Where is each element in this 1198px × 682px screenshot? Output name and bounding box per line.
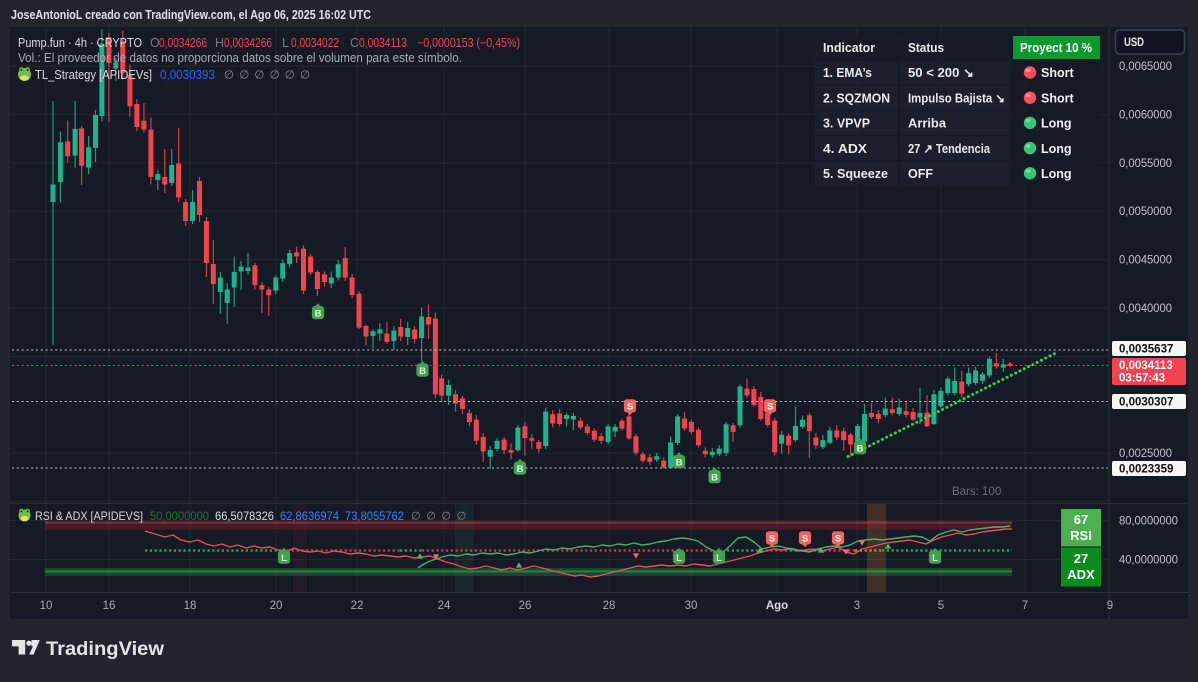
svg-text:RSI & ADX [APIDEVS]: RSI & ADX [APIDEVS] — [35, 509, 143, 523]
svg-text:Ago: Ago — [766, 600, 788, 612]
svg-text:B: B — [676, 457, 683, 468]
svg-text:∅: ∅ — [457, 511, 467, 523]
svg-text:66,5078326: 66,5078326 — [215, 509, 274, 523]
svg-text:0,0060000: 0,0060000 — [1119, 109, 1172, 121]
svg-text:B: B — [419, 366, 426, 377]
svg-text:RSI: RSI — [1070, 528, 1092, 543]
svg-text:0,0065000: 0,0065000 — [1119, 61, 1172, 73]
svg-text:C: C — [350, 36, 359, 50]
svg-text:62,8636974: 62,8636974 — [280, 509, 339, 523]
svg-text:28: 28 — [603, 600, 616, 612]
svg-text:0,0034113: 0,0034113 — [1119, 360, 1173, 372]
svg-text:0,0040000: 0,0040000 — [1119, 303, 1172, 315]
svg-text:3. VPVP: 3. VPVP — [823, 117, 870, 131]
svg-text:0,0035637: 0,0035637 — [1119, 344, 1173, 356]
svg-text:03:57:43: 03:57:43 — [1119, 373, 1165, 385]
svg-text:5: 5 — [938, 600, 944, 612]
svg-text:Short: Short — [1041, 66, 1074, 80]
svg-text:∅: ∅ — [441, 511, 451, 523]
svg-text:24: 24 — [438, 600, 451, 612]
svg-text:S: S — [769, 533, 775, 544]
svg-text:0,0050000: 0,0050000 — [1119, 206, 1172, 218]
svg-text:0,0030393: 0,0030393 — [160, 68, 215, 82]
svg-text:∅: ∅ — [426, 511, 436, 523]
svg-text:9: 9 — [1107, 600, 1113, 612]
svg-text:26: 26 — [519, 600, 532, 612]
svg-text:L: L — [282, 36, 289, 50]
svg-text:7: 7 — [1022, 600, 1028, 612]
svg-text:B: B — [517, 464, 524, 475]
svg-text:∅: ∅ — [239, 70, 249, 82]
svg-text:Long: Long — [1041, 142, 1072, 156]
svg-text:0,0055000: 0,0055000 — [1119, 158, 1172, 170]
svg-text:0,0023359: 0,0023359 — [1119, 464, 1173, 476]
svg-text:0,0030307: 0,0030307 — [1119, 397, 1173, 409]
svg-text:Status: Status — [908, 40, 944, 55]
svg-text:OFF: OFF — [908, 167, 933, 181]
svg-text:1. EMA’s: 1. EMA’s — [823, 66, 872, 80]
svg-text:Indicator: Indicator — [823, 40, 875, 55]
svg-text:27 ↗ Tendencia: 27 ↗ Tendencia — [908, 142, 991, 156]
svg-text:5. Squeeze: 5. Squeeze — [823, 167, 888, 181]
svg-text:TradingView: TradingView — [46, 639, 164, 660]
svg-text:30: 30 — [685, 600, 698, 612]
svg-text:JoseAntonioL creado con Tradin: JoseAntonioL creado con TradingView.com,… — [11, 8, 371, 22]
svg-text:S: S — [767, 401, 773, 412]
svg-text:50,0000000: 50,0000000 — [150, 509, 209, 523]
svg-text:H: H — [215, 36, 224, 50]
svg-text:50 < 200 ↘: 50 < 200 ↘ — [908, 66, 974, 80]
svg-text:4. ADX: 4. ADX — [823, 142, 868, 156]
svg-text:−0,0000153 (−0,45%): −0,0000153 (−0,45%) — [417, 36, 520, 50]
svg-text:ADX: ADX — [1067, 567, 1095, 582]
svg-text:S: S — [627, 401, 633, 412]
svg-text:USD: USD — [1124, 37, 1144, 49]
svg-text:0,0034266: 0,0034266 — [159, 36, 207, 50]
svg-text:3: 3 — [854, 600, 860, 612]
svg-text:B: B — [315, 308, 322, 319]
svg-text:∅: ∅ — [285, 70, 295, 82]
svg-text:Pump.fun · 4h · CRYPTO: Pump.fun · 4h · CRYPTO — [18, 36, 142, 50]
svg-text:L: L — [932, 553, 938, 564]
svg-text:20: 20 — [270, 600, 283, 612]
svg-text:Bars: 100: Bars: 100 — [952, 486, 1001, 498]
svg-text:∅: ∅ — [300, 70, 310, 82]
svg-text:∅: ∅ — [254, 70, 264, 82]
svg-text:Arriba: Arriba — [908, 117, 947, 131]
svg-text:80,0000000: 80,0000000 — [1119, 516, 1178, 528]
svg-text:∅: ∅ — [270, 70, 280, 82]
svg-text:B: B — [857, 443, 864, 454]
svg-text:S: S — [835, 533, 841, 544]
svg-text:0,0034113: 0,0034113 — [359, 36, 407, 50]
svg-text:Vol.: El proveedor de datos no: Vol.: El proveedor de datos no proporcio… — [18, 51, 462, 65]
svg-text:∅: ∅ — [224, 70, 234, 82]
svg-text:0,0025000: 0,0025000 — [1119, 448, 1172, 460]
svg-text:18: 18 — [184, 600, 197, 612]
svg-text:27: 27 — [1074, 551, 1088, 566]
svg-text:B: B — [711, 472, 718, 483]
svg-text:Impulso Bajista ↘: Impulso Bajista ↘ — [908, 91, 1005, 105]
svg-text:0,0034266: 0,0034266 — [224, 36, 272, 50]
svg-text:L: L — [716, 553, 722, 564]
svg-text:Long: Long — [1041, 117, 1072, 131]
svg-text:2. SQZMON: 2. SQZMON — [823, 91, 890, 105]
svg-text:0,0045000: 0,0045000 — [1119, 255, 1172, 267]
svg-text:Short: Short — [1041, 91, 1074, 105]
svg-text:O: O — [150, 36, 160, 50]
svg-text:Proyect 10 %: Proyect 10 % — [1020, 41, 1092, 55]
svg-text:16: 16 — [103, 600, 116, 612]
svg-text:40,0000000: 40,0000000 — [1119, 555, 1178, 567]
svg-text:10: 10 — [40, 600, 53, 612]
svg-text:L: L — [676, 553, 682, 564]
svg-text:0,0034022: 0,0034022 — [291, 36, 339, 50]
svg-text:S: S — [802, 533, 808, 544]
svg-text:∅: ∅ — [411, 511, 421, 523]
svg-text:22: 22 — [351, 600, 364, 612]
svg-text:73,8055762: 73,8055762 — [345, 509, 404, 523]
svg-text:67: 67 — [1074, 512, 1088, 527]
svg-text:TL_Strategy [APIDEVs]: TL_Strategy [APIDEVs] — [35, 68, 152, 82]
svg-text:Long: Long — [1041, 167, 1072, 181]
svg-text:L: L — [281, 553, 287, 564]
